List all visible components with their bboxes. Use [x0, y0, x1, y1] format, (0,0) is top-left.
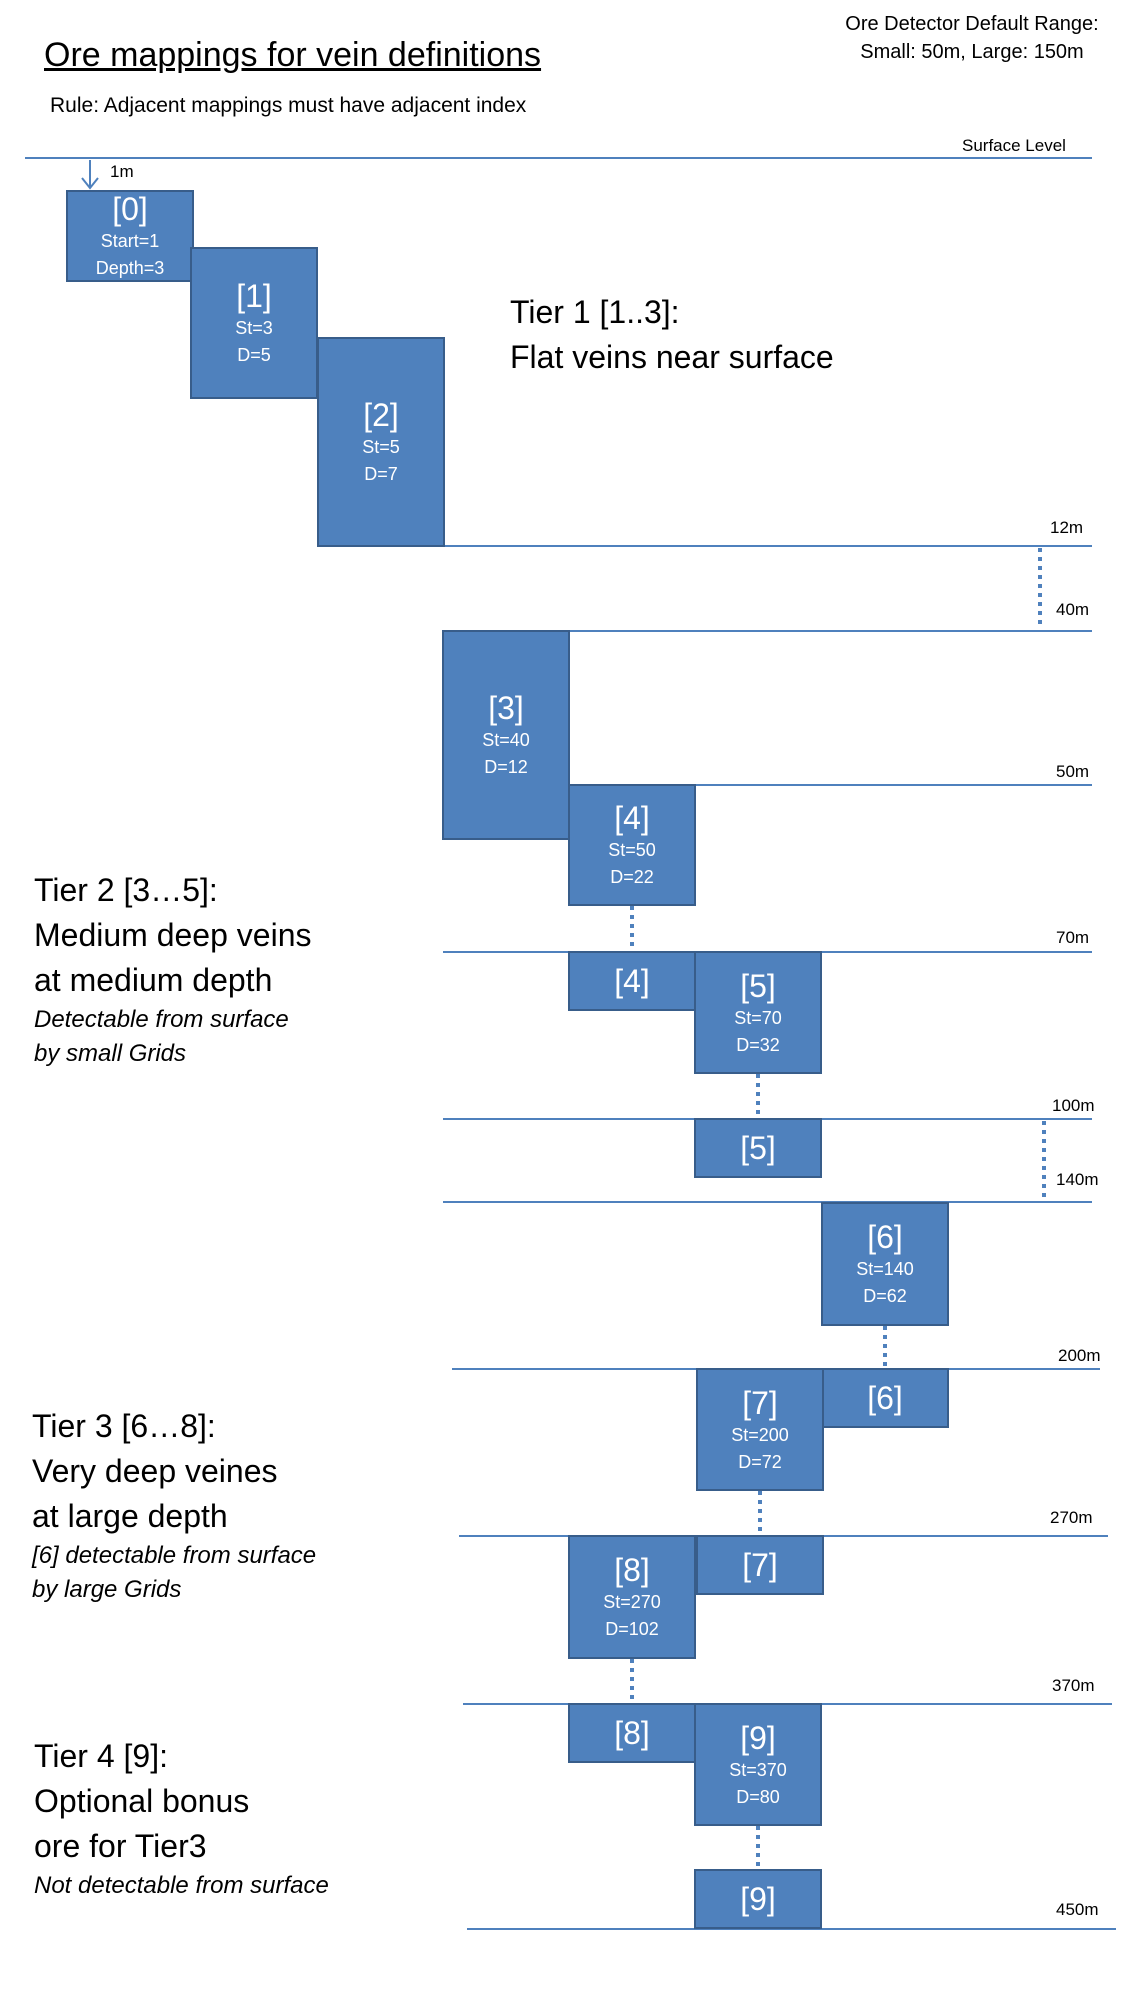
- depth-label-140m: 140m: [1056, 1170, 1099, 1189]
- detector-range-line2: Small: 50m, Large: 150m: [860, 41, 1084, 63]
- detector-range-line1: Ore Detector Default Range:: [845, 13, 1099, 35]
- mapping-depth: D=12: [484, 757, 528, 777]
- depth-label-1m: 1m: [110, 162, 134, 181]
- mapping-start: St=3: [235, 318, 273, 338]
- mapping-box-1: [1] St=3 D=5: [190, 247, 318, 399]
- mapping-box-2: [2] St=5 D=7: [317, 337, 445, 547]
- tier-2-note-1: Detectable from surface: [34, 1006, 289, 1033]
- tier-3-label: Tier 3 [6…8]: Very deep veines at large …: [32, 1404, 316, 1607]
- mapping-start: St=70: [734, 1007, 782, 1028]
- depth-label-370m: 370m: [1052, 1676, 1095, 1695]
- depth-label-100m: 100m: [1052, 1096, 1095, 1115]
- tier-3-heading: Tier 3 [6…8]:: [32, 1408, 216, 1444]
- mapping-box-4: [4] St=50 D=22: [568, 784, 696, 906]
- mapping-index: [7]: [742, 1384, 778, 1421]
- mapping-start: St=5: [362, 437, 400, 457]
- mapping-start: St=370: [729, 1759, 787, 1780]
- depth-label-40m: 40m: [1056, 600, 1090, 619]
- mapping-depth: D=22: [610, 867, 654, 887]
- mapping-start: St=140: [856, 1259, 914, 1279]
- depth-label-450m: 450m: [1056, 1900, 1099, 1919]
- tier-3-description-1: Very deep veines: [32, 1453, 278, 1489]
- tier-2-heading: Tier 2 [3…5]:: [34, 872, 218, 908]
- tier-4-note-1: Not detectable from surface: [34, 1872, 329, 1899]
- tier-2-label: Tier 2 [3…5]: Medium deep veins at mediu…: [34, 868, 311, 1071]
- mapping-box-7: [7] St=200 D=72: [696, 1368, 824, 1491]
- mapping-index: [5]: [740, 967, 776, 1004]
- tier-1-label: Tier 1 [1..3]: Flat veins near surface: [510, 290, 834, 380]
- mapping-index: [9]: [740, 1881, 776, 1917]
- depth-label-200m: 200m: [1058, 1346, 1101, 1365]
- mapping-start: St=40: [482, 730, 530, 750]
- mapping-box-4-continuation: [4]: [568, 951, 696, 1011]
- mapping-box-0: [0] Start=1 Depth=3: [66, 190, 194, 282]
- tier-2-note-2: by small Grids: [34, 1040, 187, 1067]
- mapping-box-8: [8] St=270 D=102: [568, 1535, 696, 1659]
- detector-range: Ore Detector Default Range: Small: 50m, …: [827, 10, 1117, 66]
- mapping-box-9-continuation: [9]: [694, 1869, 822, 1929]
- mapping-depth: D=72: [738, 1451, 782, 1472]
- arrow-1m-head: [81, 177, 99, 190]
- depth-label-70m: 70m: [1056, 928, 1090, 947]
- mapping-start: St=200: [731, 1424, 789, 1445]
- mapping-index: [0]: [112, 191, 148, 227]
- mapping-index: [5]: [740, 1130, 776, 1166]
- page-title: Ore mappings for vein definitions: [44, 36, 542, 74]
- mapping-index: [8]: [614, 1552, 650, 1588]
- depth-label-50m: 50m: [1056, 762, 1090, 781]
- tier-3-note-1: [6] detectable from surface: [32, 1542, 317, 1569]
- mapping-box-8-continuation: [8]: [568, 1703, 696, 1763]
- surface-label: Surface Level: [962, 136, 1066, 155]
- mapping-index: [7]: [742, 1547, 778, 1583]
- tier-4-description-1: Optional bonus: [34, 1783, 250, 1819]
- tier-4-heading: Tier 4 [9]:: [34, 1738, 168, 1774]
- mapping-start: St=50: [608, 840, 656, 860]
- mapping-index: [3]: [488, 690, 524, 726]
- mapping-box-9: [9] St=370 D=80: [694, 1703, 822, 1826]
- mapping-index: [6]: [867, 1380, 903, 1416]
- mapping-depth: D=62: [863, 1286, 907, 1306]
- tier-4-label: Tier 4 [9]: Optional bonus ore for Tier3…: [34, 1734, 329, 1903]
- mapping-index: [9]: [740, 1719, 776, 1756]
- rule-text: Rule: Adjacent mappings must have adjace…: [50, 94, 527, 117]
- mapping-depth: D=5: [237, 345, 271, 365]
- mapping-index: [4]: [614, 963, 650, 999]
- tier-3-note-2: by large Grids: [32, 1576, 182, 1603]
- tier-4-description-2: ore for Tier3: [34, 1828, 207, 1864]
- mapping-depth: Depth=3: [95, 258, 165, 278]
- mapping-box-5-continuation: [5]: [694, 1118, 822, 1178]
- mapping-box-7-continuation: [7]: [696, 1535, 824, 1595]
- tier-2-description-2: at medium depth: [34, 962, 273, 998]
- mapping-index: [4]: [614, 800, 650, 836]
- depth-label-12m: 12m: [1050, 518, 1084, 537]
- depth-label-270m: 270m: [1050, 1508, 1093, 1527]
- mapping-index: [6]: [867, 1219, 903, 1255]
- mapping-box-6: [6] St=140 D=62: [821, 1202, 949, 1326]
- mapping-box-5: [5] St=70 D=32: [694, 951, 822, 1074]
- mapping-box-3: [3] St=40 D=12: [442, 630, 570, 840]
- mapping-index: [2]: [363, 397, 399, 433]
- tier-1-description: Flat veins near surface: [510, 339, 834, 375]
- tier-3-description-2: at large depth: [32, 1498, 228, 1534]
- tier-2-description-1: Medium deep veins: [34, 917, 312, 953]
- mapping-depth: D=7: [364, 464, 398, 484]
- mapping-depth: D=32: [736, 1034, 780, 1055]
- mapping-depth: D=80: [736, 1786, 780, 1807]
- mapping-start: Start=1: [100, 231, 160, 251]
- mapping-index: [1]: [236, 278, 272, 314]
- mapping-index: [8]: [614, 1715, 650, 1751]
- mapping-start: St=270: [603, 1592, 661, 1612]
- mapping-box-6-continuation: [6]: [821, 1368, 949, 1428]
- tier-1-heading: Tier 1 [1..3]:: [510, 294, 680, 330]
- mapping-depth: D=102: [605, 1619, 659, 1639]
